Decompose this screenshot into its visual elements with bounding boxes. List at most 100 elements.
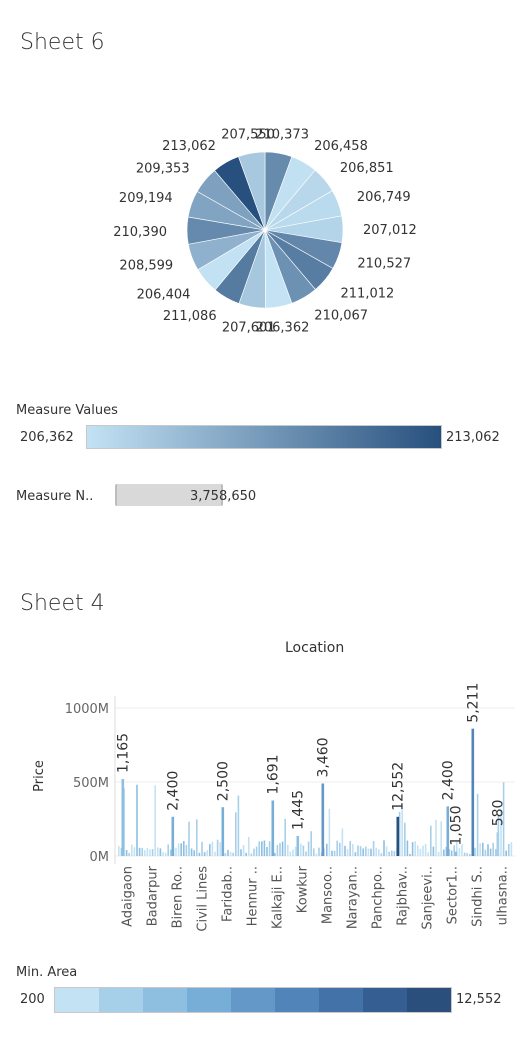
bar-minor[interactable] bbox=[242, 845, 245, 856]
legend-step[interactable] bbox=[319, 988, 363, 1012]
bar-minor[interactable] bbox=[149, 849, 151, 856]
bar-minor[interactable] bbox=[378, 849, 380, 856]
bar-labeled[interactable] bbox=[396, 816, 400, 856]
bar-minor[interactable] bbox=[193, 850, 195, 856]
legend-step[interactable] bbox=[55, 988, 99, 1012]
bar-minor[interactable] bbox=[411, 842, 414, 856]
measure-values-gradient[interactable] bbox=[86, 425, 442, 449]
bar-minor[interactable] bbox=[183, 841, 185, 856]
bar-minor[interactable] bbox=[333, 850, 336, 856]
bar-minor[interactable] bbox=[328, 808, 331, 856]
bar-minor[interactable] bbox=[232, 852, 234, 856]
bar-minor[interactable] bbox=[118, 846, 120, 856]
pie-chart[interactable]: 210,373 206,458 206,851 206,749 207,012 210,5… bbox=[0, 115, 529, 340]
bar-labeled[interactable] bbox=[496, 832, 500, 856]
bar-minor[interactable] bbox=[276, 844, 279, 856]
bar-minor[interactable] bbox=[352, 844, 354, 856]
bar-minor[interactable] bbox=[138, 847, 141, 856]
bar-minor[interactable] bbox=[326, 843, 328, 856]
bar-minor[interactable] bbox=[258, 841, 260, 856]
bar-minor[interactable] bbox=[354, 852, 357, 856]
bar-minor[interactable] bbox=[383, 840, 385, 856]
bar-minor[interactable] bbox=[151, 849, 154, 856]
bar-minor[interactable] bbox=[279, 843, 281, 856]
bar-minor[interactable] bbox=[323, 848, 325, 857]
bar-minor[interactable] bbox=[437, 851, 440, 856]
bar-minor[interactable] bbox=[474, 847, 476, 856]
bar-minor[interactable] bbox=[175, 847, 177, 856]
bar-minor[interactable] bbox=[401, 803, 403, 856]
bar-minor[interactable] bbox=[476, 793, 479, 856]
legend-step[interactable] bbox=[99, 988, 143, 1012]
bar-minor[interactable] bbox=[188, 821, 190, 856]
bar-minor[interactable] bbox=[502, 782, 505, 856]
bar-minor[interactable] bbox=[287, 844, 289, 856]
bar-minor[interactable] bbox=[268, 841, 271, 856]
bar-labeled[interactable] bbox=[471, 728, 475, 856]
bar-minor[interactable] bbox=[432, 846, 435, 856]
bar-minor[interactable] bbox=[463, 852, 466, 856]
bar-minor[interactable] bbox=[235, 812, 237, 856]
bar-minor[interactable] bbox=[388, 851, 390, 856]
bar-minor[interactable] bbox=[229, 851, 232, 856]
bar-minor[interactable] bbox=[294, 846, 297, 856]
bar-minor[interactable] bbox=[177, 843, 180, 856]
bar-labeled[interactable] bbox=[321, 783, 325, 857]
bar-labeled[interactable] bbox=[171, 816, 175, 856]
bar-minor[interactable] bbox=[461, 844, 463, 856]
bar-minor[interactable] bbox=[146, 847, 149, 856]
bar-minor[interactable] bbox=[125, 850, 128, 856]
bar-minor[interactable] bbox=[385, 846, 388, 856]
bar-minor[interactable] bbox=[167, 844, 169, 857]
bar-minor[interactable] bbox=[261, 841, 263, 856]
legend-step[interactable] bbox=[143, 988, 187, 1012]
bar-minor[interactable] bbox=[211, 841, 214, 856]
bar-minor[interactable] bbox=[331, 850, 333, 856]
bar-minor[interactable] bbox=[162, 852, 164, 856]
bar-minor[interactable] bbox=[313, 848, 315, 856]
bar-minor[interactable] bbox=[500, 809, 502, 856]
bar-minor[interactable] bbox=[159, 848, 162, 856]
bar-minor[interactable] bbox=[198, 852, 201, 856]
bar-minor[interactable] bbox=[141, 848, 143, 856]
legend-step[interactable] bbox=[275, 988, 319, 1012]
bar-minor[interactable] bbox=[346, 849, 349, 856]
bar-minor[interactable] bbox=[206, 850, 208, 856]
bar-minor[interactable] bbox=[404, 822, 406, 856]
bar-minor[interactable] bbox=[375, 847, 377, 856]
bar-minor[interactable] bbox=[359, 846, 362, 856]
bar-minor[interactable] bbox=[214, 851, 216, 856]
bar-minor[interactable] bbox=[305, 851, 307, 857]
bar-minor[interactable] bbox=[357, 845, 359, 857]
bar-minor[interactable] bbox=[456, 841, 458, 856]
bar-minor[interactable] bbox=[180, 843, 182, 856]
bar-minor[interactable] bbox=[510, 842, 513, 856]
bar-minor[interactable] bbox=[255, 846, 258, 856]
bar-minor[interactable] bbox=[120, 847, 123, 856]
bar-bars[interactable] bbox=[118, 728, 513, 857]
bar-minor[interactable] bbox=[450, 850, 453, 857]
bar-minor[interactable] bbox=[302, 845, 305, 856]
bar-minor[interactable] bbox=[505, 850, 507, 856]
bar-minor[interactable] bbox=[201, 841, 203, 856]
bar-minor[interactable] bbox=[266, 847, 268, 856]
bar-minor[interactable] bbox=[458, 848, 461, 856]
bar-minor[interactable] bbox=[209, 844, 211, 856]
bar-minor[interactable] bbox=[300, 843, 302, 856]
bar-minor[interactable] bbox=[292, 849, 294, 856]
bar-minor[interactable] bbox=[224, 853, 227, 856]
bar-minor[interactable] bbox=[315, 853, 318, 856]
bar-labeled[interactable] bbox=[221, 807, 225, 856]
bar-minor[interactable] bbox=[185, 845, 188, 856]
bar-minor[interactable] bbox=[336, 840, 338, 856]
bar-minor[interactable] bbox=[492, 842, 494, 856]
bar-minor[interactable] bbox=[339, 842, 341, 856]
bar-minor[interactable] bbox=[253, 848, 255, 856]
bar-minor[interactable] bbox=[281, 841, 284, 856]
bar-minor[interactable] bbox=[227, 849, 229, 856]
bar-minor[interactable] bbox=[274, 852, 276, 856]
bar-minor[interactable] bbox=[341, 828, 344, 856]
bar-minor[interactable] bbox=[237, 795, 240, 856]
bar-minor[interactable] bbox=[318, 847, 320, 856]
bar-labeled[interactable] bbox=[121, 779, 125, 856]
